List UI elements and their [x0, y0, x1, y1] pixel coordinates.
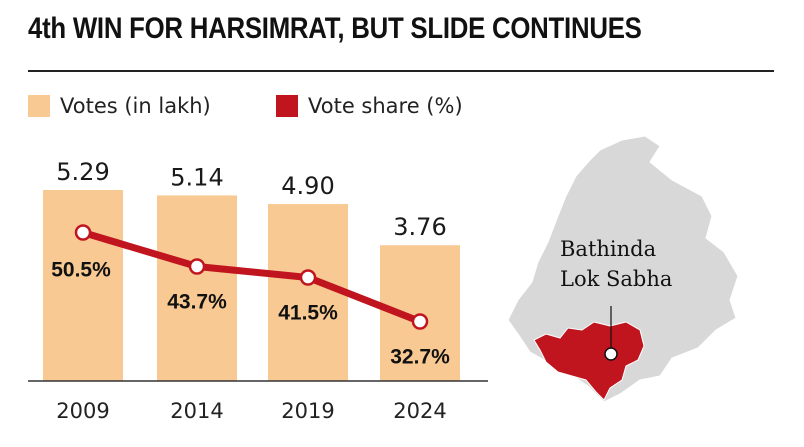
- vote-share-point: [188, 258, 206, 275]
- bar-value-label: 5.29: [56, 158, 109, 186]
- chart-title: 4th WIN FOR HARSIMRAT, BUT SLIDE CONTINU…: [28, 12, 642, 45]
- bar-2009: [43, 190, 123, 381]
- bar-2014: [157, 195, 237, 381]
- title-divider: [28, 70, 774, 72]
- bar-value-label: 3.76: [393, 213, 446, 241]
- labels-group: 5.29 2009 5.14 2014 4.90 2019 3.76 2024 50.5% 43.…: [51, 158, 450, 423]
- x-tick-label: 2024: [393, 399, 446, 423]
- punjab-map: Bathinda Lok Sabha: [507, 135, 739, 403]
- vote-share-label: 43.7%: [167, 291, 227, 314]
- legend-swatch-votes: [28, 95, 50, 117]
- vote-share-point: [411, 313, 429, 330]
- map-label-line1: Bathinda: [560, 237, 656, 261]
- bars-group: [43, 190, 460, 381]
- x-tick-label: 2009: [56, 399, 109, 423]
- vote-share-label: 41.5%: [278, 302, 338, 325]
- x-tick-label: 2019: [281, 399, 334, 423]
- legend-item-share: Vote share (%): [276, 92, 463, 120]
- map-label-line2: Lok Sabha: [560, 267, 672, 291]
- legend-swatch-share: [276, 95, 298, 117]
- bar-2019: [268, 204, 348, 381]
- x-tick-label: 2014: [170, 399, 223, 423]
- map-pointer-dot: [604, 347, 618, 361]
- map-bathinda-region: [533, 321, 645, 401]
- vote-share-point: [299, 269, 317, 286]
- share-line-group: [74, 224, 429, 330]
- legend-label-share: Vote share (%): [308, 94, 463, 118]
- vote-share-label: 50.5%: [51, 259, 111, 282]
- bar-value-label: 5.14: [170, 163, 223, 191]
- vote-share-line: [79, 229, 424, 325]
- legend-item-votes: Votes (in lakh): [28, 92, 211, 120]
- vote-share-point: [74, 224, 92, 241]
- legend-label-votes: Votes (in lakh): [60, 94, 211, 118]
- vote-share-label: 32.7%: [390, 346, 450, 369]
- bar-value-label: 4.90: [281, 172, 334, 200]
